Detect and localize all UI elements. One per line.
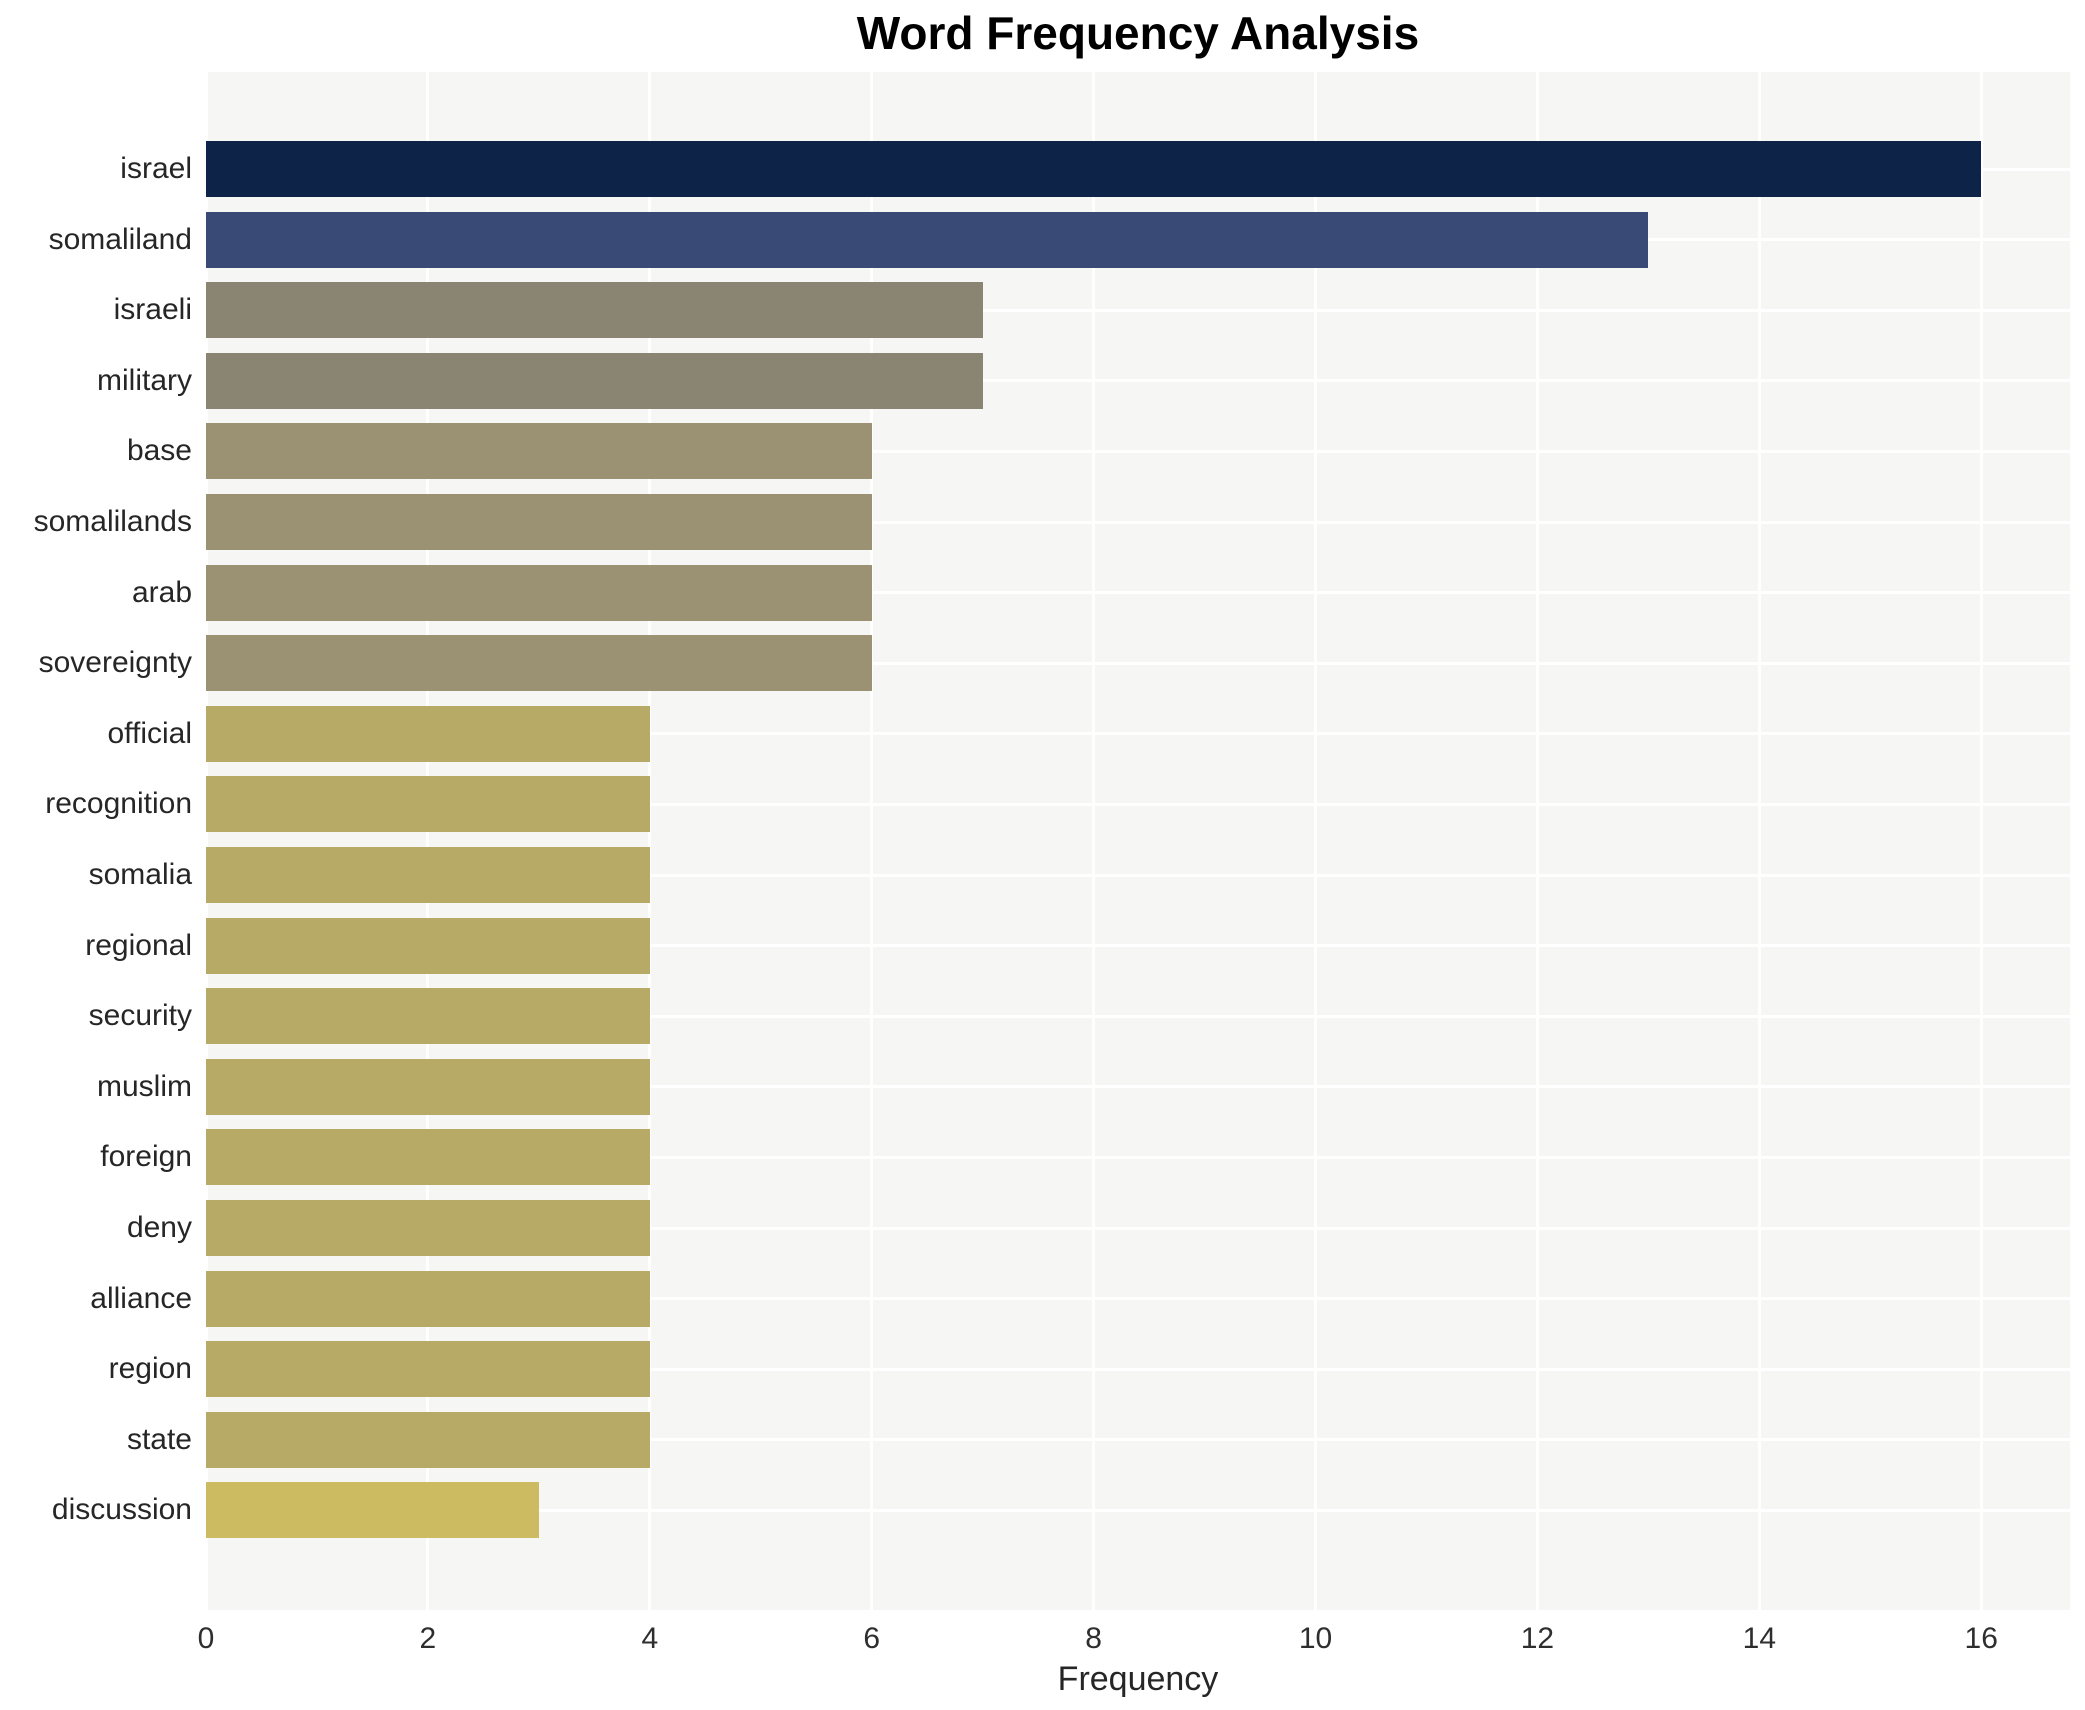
- y-tick-label: security: [88, 999, 192, 1033]
- x-tick-label: 16: [1964, 1622, 1998, 1655]
- bar-deny: [206, 1200, 650, 1256]
- x-tick-label: 12: [1520, 1622, 1555, 1655]
- y-tick-label: state: [126, 1422, 192, 1456]
- h-gridline: [206, 1155, 2070, 1159]
- bar-israel: [206, 141, 1982, 197]
- bar-somaliland: [206, 211, 1649, 268]
- h-gridline: [206, 1367, 2070, 1371]
- y-tick-label: base: [126, 434, 192, 468]
- y-tick-label: recognition: [45, 787, 192, 821]
- y-tick-label: alliance: [90, 1281, 192, 1315]
- y-tick-label: sovereignty: [38, 646, 192, 680]
- y-tick-label: discussion: [51, 1493, 192, 1527]
- x-tick-label: 8: [1085, 1622, 1102, 1655]
- h-gridline: [206, 1508, 2070, 1512]
- bar-israeli: [206, 282, 983, 339]
- bar-official: [206, 705, 650, 762]
- x-axis-title: Frequency: [1057, 1660, 1219, 1698]
- y-tick-label: deny: [126, 1211, 192, 1244]
- bar-recognition: [206, 776, 650, 833]
- h-gridline: [206, 1014, 2070, 1018]
- h-gridline: [206, 379, 2070, 383]
- v-gridline: [870, 72, 874, 1610]
- y-tick-label: somalilands: [33, 505, 192, 538]
- y-tick-label: somaliland: [48, 222, 192, 256]
- bar-foreign: [206, 1129, 650, 1186]
- y-tick-label: foreign: [100, 1140, 192, 1174]
- bar-alliance: [206, 1270, 650, 1327]
- y-tick-label: official: [107, 716, 193, 750]
- h-gridline: [206, 732, 2070, 736]
- v-gridline: [426, 72, 430, 1610]
- h-gridline: [206, 1085, 2070, 1089]
- h-gridline: [206, 591, 2070, 595]
- y-tick-label: israel: [120, 152, 192, 185]
- h-gridline: [206, 1438, 2070, 1442]
- v-gridline: [1979, 72, 1983, 1610]
- bar-muslim: [206, 1058, 650, 1115]
- v-gridline: [1314, 72, 1318, 1610]
- x-tick-label: 14: [1742, 1622, 1777, 1655]
- bar-arab: [206, 564, 872, 621]
- y-tick-label: region: [108, 1352, 192, 1386]
- h-gridline: [206, 802, 2070, 806]
- bar-security: [206, 988, 650, 1045]
- h-gridline: [206, 449, 2070, 453]
- bar-base: [206, 423, 872, 480]
- x-tick-label: 0: [197, 1622, 215, 1655]
- v-gridline: [204, 72, 208, 1610]
- y-tick-label: israeli: [113, 293, 192, 327]
- bar-region: [206, 1341, 650, 1398]
- x-tick-label: 2: [419, 1622, 437, 1655]
- h-gridline: [206, 520, 2070, 524]
- h-gridline: [206, 308, 2070, 312]
- v-gridline: [1757, 72, 1761, 1610]
- v-gridline: [648, 72, 652, 1610]
- chart-title: Word Frequency Analysis: [856, 7, 1420, 59]
- y-tick-label: regional: [85, 928, 192, 962]
- h-gridline: [206, 1297, 2070, 1301]
- h-gridline: [206, 873, 2070, 877]
- y-tick-label: military: [97, 363, 192, 397]
- x-tick-label: 10: [1298, 1622, 1333, 1655]
- bar-somalilands: [206, 494, 872, 550]
- bar-regional: [206, 917, 650, 974]
- bar-sovereignty: [206, 635, 872, 692]
- h-gridline: [206, 1226, 2070, 1230]
- h-gridline: [206, 661, 2070, 665]
- plot-area: [204, 72, 2070, 1610]
- h-gridline: [206, 944, 2070, 948]
- v-gridline: [1535, 72, 1539, 1610]
- bar-somalia: [206, 847, 650, 903]
- bar-state: [206, 1411, 650, 1468]
- y-tick-label: muslim: [97, 1069, 192, 1103]
- y-tick-label: arab: [131, 575, 192, 609]
- x-tick-label: 4: [641, 1622, 659, 1655]
- y-tick-label: somalia: [88, 858, 192, 891]
- x-tick-label: 6: [863, 1622, 881, 1655]
- v-gridline: [1092, 72, 1096, 1610]
- bar-discussion: [206, 1482, 539, 1539]
- bar-military: [206, 352, 983, 409]
